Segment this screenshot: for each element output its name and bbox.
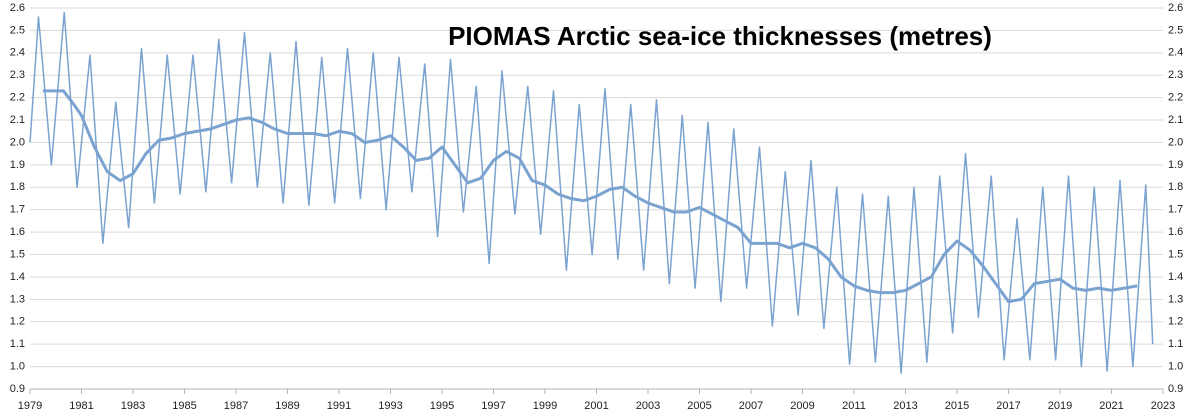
y-tick-label: 1.7 (10, 204, 25, 216)
y-tick-label: 1.3 (10, 293, 25, 305)
x-tick-label: 2011 (842, 400, 866, 412)
y-tick-label: 2.3 (10, 69, 25, 81)
x-tick-label: 1995 (430, 400, 454, 412)
x-tick-label: 1993 (378, 400, 402, 412)
x-tick-label: 1983 (121, 400, 145, 412)
x-tick-label: 1987 (224, 400, 248, 412)
y-tick-label: 1.9 (10, 159, 25, 171)
x-tick-label: 1997 (481, 400, 505, 412)
x-tick-label: 2023 (1151, 400, 1175, 412)
x-tick-label: 2005 (687, 400, 711, 412)
y2-tick-label: 1.2 (1168, 316, 1183, 328)
y2-tick-label: 2.2 (1168, 92, 1183, 104)
y-tick-label: 2.4 (10, 47, 25, 59)
y-tick-label: 0.9 (10, 383, 25, 395)
y2-tick-label: 2.4 (1168, 47, 1183, 59)
y2-tick-label: 1.8 (1168, 181, 1183, 193)
x-tick-label: 1989 (275, 400, 299, 412)
y-tick-label: 1.0 (10, 360, 25, 372)
y2-tick-label: 2.3 (1168, 69, 1183, 81)
x-tick-label: 2007 (739, 400, 763, 412)
y2-tick-label: 1.9 (1168, 159, 1183, 171)
y2-tick-label: 1.5 (1168, 248, 1183, 260)
y2-tick-label: 2.6 (1168, 2, 1183, 14)
x-tick-label: 1985 (172, 400, 196, 412)
x-tick-label: 1981 (69, 400, 93, 412)
y2-tick-label: 1.3 (1168, 293, 1183, 305)
x-tick-label: 2013 (893, 400, 917, 412)
y-tick-label: 2.1 (10, 114, 25, 126)
chart-title: PIOMAS Arctic sea-ice thicknesses (metre… (448, 21, 992, 51)
line-series (42, 89, 1138, 304)
x-tick-label: 1991 (327, 400, 351, 412)
y2-tick-label: 1.6 (1168, 226, 1183, 238)
y-tick-label: 1.6 (10, 226, 25, 238)
y2-tick-label: 1.7 (1168, 204, 1183, 216)
x-tick-label: 2019 (1048, 400, 1072, 412)
y2-tick-label: 1.1 (1168, 338, 1183, 350)
y-tick-label: 2.6 (10, 2, 25, 14)
x-tick-label: 2009 (790, 400, 814, 412)
y-tick-label: 1.2 (10, 316, 25, 328)
y2-tick-label: 2.0 (1168, 136, 1183, 148)
y2-tick-label: 0.9 (1168, 383, 1183, 395)
y-tick-label: 1.8 (10, 181, 25, 193)
y-tick-label: 2.0 (10, 136, 25, 148)
y2-tick-label: 1.4 (1168, 271, 1183, 283)
x-tick-label: 2017 (996, 400, 1020, 412)
x-tick-label: 2001 (584, 400, 608, 412)
x-tick-label: 2021 (1099, 400, 1123, 412)
y-tick-label: 1.5 (10, 248, 25, 260)
y2-tick-label: 2.1 (1168, 114, 1183, 126)
x-tick-label: 2015 (945, 400, 969, 412)
y2-tick-label: 2.5 (1168, 24, 1183, 36)
line-series (29, 11, 1154, 375)
y-tick-label: 2.5 (10, 24, 25, 36)
x-tick-label: 2003 (636, 400, 660, 412)
y-tick-label: 1.1 (10, 338, 25, 350)
x-tick-label: 1979 (18, 400, 42, 412)
y-tick-label: 2.2 (10, 92, 25, 104)
y-tick-label: 1.4 (10, 271, 25, 283)
x-tick-label: 1999 (533, 400, 557, 412)
y2-tick-label: 1.0 (1168, 360, 1183, 372)
